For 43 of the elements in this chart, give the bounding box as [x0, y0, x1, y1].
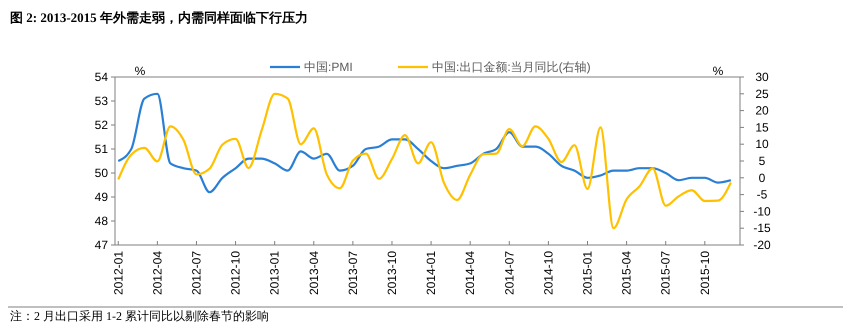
y2-tick-label: -15 — [753, 221, 771, 236]
line-series — [117, 92, 732, 230]
x-tick-label: 2012-10 — [228, 250, 243, 296]
x-tick-label: 2015-04 — [620, 250, 634, 296]
x-tick-label: 2013-01 — [268, 250, 282, 296]
y2-tick-label: 15 — [755, 120, 769, 134]
y-tick-label: 54 — [94, 70, 108, 84]
y-tick-label: 47 — [94, 238, 108, 252]
chart-title: 图 2: 2013-2015 年外需走弱，内需同样面临下行压力 — [10, 10, 308, 25]
x-tick-label: 2014-04 — [463, 250, 478, 296]
y2-tick-label: 10 — [755, 137, 769, 152]
y2-tick-label: -20 — [753, 238, 771, 252]
y-tick-label: 53 — [94, 94, 108, 108]
y2-tick-label: 20 — [755, 104, 769, 118]
y2-tick-label: -5 — [756, 188, 768, 202]
x-tick-label: 2012-01 — [111, 250, 126, 296]
x-tick-label: 2013-04 — [306, 250, 321, 296]
x-tick-label: 2012-04 — [150, 250, 164, 296]
y-tick-label: 48 — [94, 214, 108, 228]
y2-tick-label: 0 — [758, 170, 766, 185]
x-tick-label: 2014-07 — [502, 250, 516, 296]
y-tick-label: 50 — [94, 166, 108, 180]
line-series — [117, 92, 732, 194]
x-tick-label: 2014-10 — [541, 250, 556, 296]
x-tick-label: 2013-10 — [384, 250, 399, 296]
x-tick-label: 2013-07 — [346, 250, 360, 296]
y2-tick-label: 30 — [755, 70, 769, 84]
y2-tick-label: -10 — [753, 204, 771, 218]
legend-label: 中国:PMI — [304, 60, 353, 74]
text: 注：2 月出口采用 1-2 累计同比以剔除春节的影响 — [10, 309, 269, 323]
y-axis-title: % — [134, 64, 146, 78]
y-tick-label: 52 — [94, 118, 108, 132]
y2-tick-label: 5 — [758, 154, 766, 168]
y-tick-label: 51 — [94, 142, 108, 156]
y2-axis-title: % — [712, 64, 724, 78]
y2-tick-label: 25 — [755, 86, 769, 101]
legend-label: 中国:出口金额:当月同比(右轴) — [432, 60, 591, 74]
x-tick-label: 2015-10 — [698, 250, 712, 296]
y-tick-label: 49 — [94, 190, 108, 204]
x-tick-label: 2014-01 — [424, 250, 438, 296]
x-tick-label: 2015-07 — [658, 250, 673, 296]
x-tick-label: 2012-07 — [189, 250, 204, 296]
x-tick-label: 2015-01 — [580, 250, 594, 296]
